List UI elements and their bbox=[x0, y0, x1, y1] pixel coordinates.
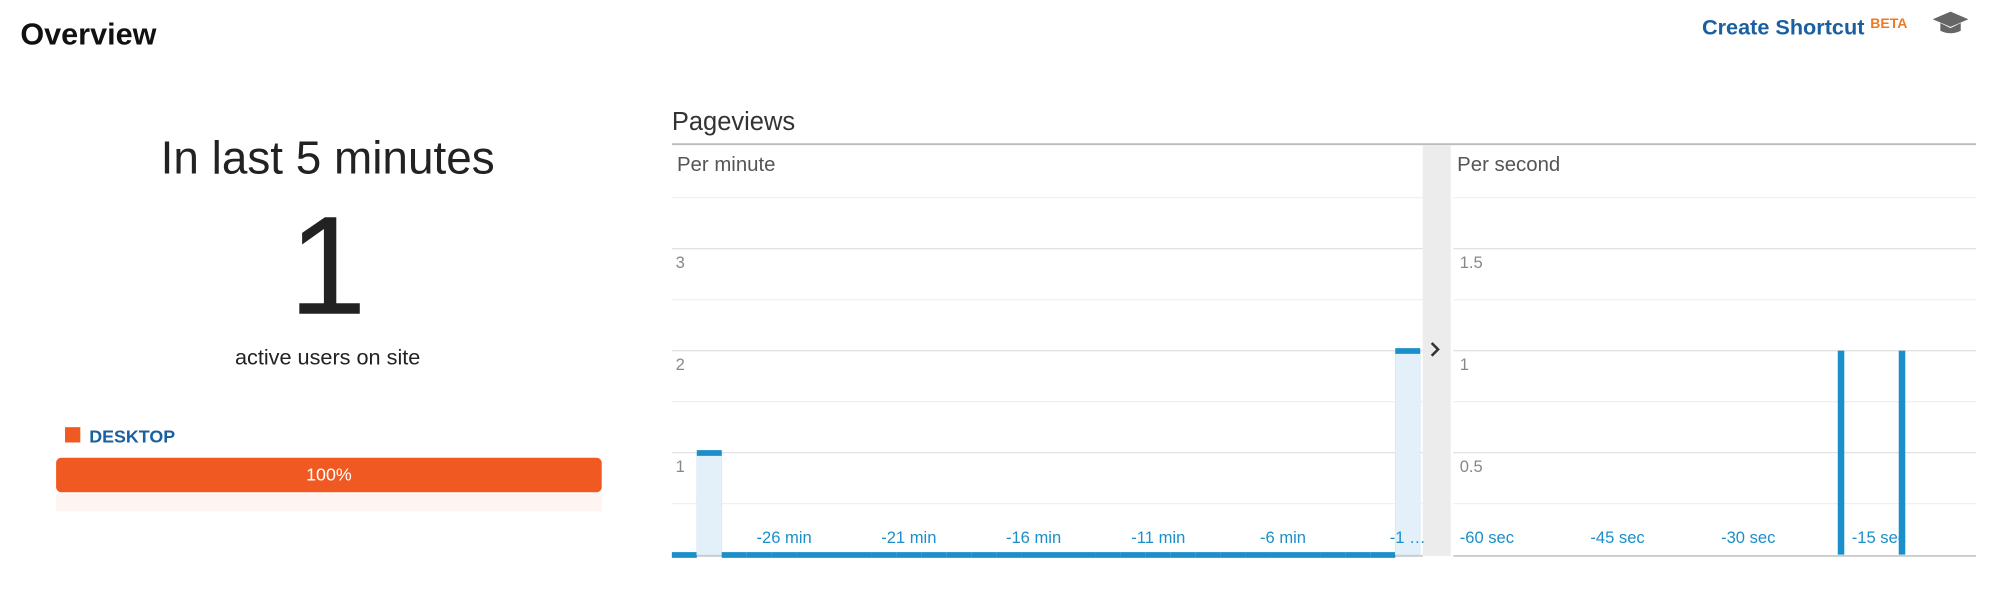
x-tick-label: -21 min bbox=[881, 528, 936, 547]
x-tick-label: -60 sec bbox=[1460, 528, 1514, 547]
y-tick-label: 0.5 bbox=[1460, 457, 1483, 476]
bar bbox=[721, 552, 747, 558]
bar bbox=[821, 552, 847, 558]
bar bbox=[1095, 552, 1121, 558]
bar bbox=[1145, 552, 1171, 558]
bar bbox=[1345, 552, 1371, 558]
bar bbox=[696, 450, 722, 456]
x-tick-label: -16 min bbox=[1006, 528, 1061, 547]
bar-reflection bbox=[56, 493, 602, 512]
bar bbox=[771, 552, 797, 558]
bar bbox=[1295, 552, 1321, 558]
bar bbox=[1021, 552, 1047, 558]
bar-body bbox=[696, 452, 723, 555]
charts: Per minute 1 2 3 -26 min -21 min -16 min -11 mi… bbox=[671, 154, 1977, 558]
bar bbox=[746, 552, 772, 558]
bar bbox=[946, 552, 972, 558]
bar bbox=[1320, 552, 1346, 558]
legend-swatch bbox=[65, 427, 81, 443]
bar bbox=[796, 552, 822, 558]
bar bbox=[1837, 350, 1845, 555]
panel-title: Per second bbox=[1457, 154, 1560, 176]
bar bbox=[671, 552, 697, 558]
active-users-count: 1 bbox=[289, 187, 367, 344]
page-title: Overview bbox=[20, 18, 156, 52]
expand-chevron[interactable] bbox=[1430, 342, 1440, 357]
panel-title: Per minute bbox=[677, 154, 776, 176]
bar bbox=[1898, 350, 1906, 555]
bar-body bbox=[1394, 350, 1421, 555]
y-tick-label: 1 bbox=[1460, 355, 1469, 374]
bar bbox=[1245, 552, 1271, 558]
x-tick-label: -45 sec bbox=[1590, 528, 1644, 547]
summary-heading: In last 5 minutes bbox=[161, 131, 495, 183]
y-tick-label: 1.5 bbox=[1460, 253, 1483, 272]
device-breakdown: DESKTOP 100% bbox=[56, 426, 602, 512]
bar bbox=[1195, 552, 1221, 558]
bar bbox=[1370, 552, 1396, 558]
x-tick-label: -11 min bbox=[1131, 528, 1185, 547]
x-tick-label: -26 min bbox=[756, 528, 811, 547]
summary-caption: active users on site bbox=[235, 345, 420, 370]
bar bbox=[846, 552, 872, 558]
section-title: Pageviews bbox=[672, 108, 795, 136]
x-tick-label: -6 min bbox=[1260, 528, 1306, 547]
bar bbox=[1395, 348, 1421, 354]
device-share-bar bbox=[56, 457, 602, 493]
bar bbox=[1170, 552, 1196, 558]
bar bbox=[1046, 552, 1071, 558]
bar bbox=[996, 552, 1022, 558]
x-tick-label: -15 sec bbox=[1852, 528, 1906, 547]
bar bbox=[896, 552, 922, 558]
bar bbox=[1120, 552, 1146, 558]
device-name: DESKTOP bbox=[89, 426, 175, 446]
x-tick-label: -30 sec bbox=[1721, 528, 1775, 547]
bar bbox=[971, 552, 997, 558]
y-tick-label: 1 bbox=[676, 457, 685, 476]
x-tick-label: -1 … bbox=[1390, 528, 1426, 547]
bar bbox=[1270, 552, 1296, 558]
help-icon[interactable] bbox=[1932, 11, 1969, 34]
bar bbox=[921, 552, 947, 558]
beta-badge: BETA bbox=[1870, 15, 1907, 31]
device-share-label: 100% bbox=[306, 465, 352, 485]
bar bbox=[871, 552, 897, 558]
bar bbox=[1070, 552, 1096, 558]
bar bbox=[1220, 552, 1246, 558]
y-tick-label: 2 bbox=[676, 355, 685, 374]
create-shortcut-link[interactable]: Create Shortcut bbox=[1702, 15, 1864, 40]
y-tick-label: 3 bbox=[676, 253, 685, 272]
